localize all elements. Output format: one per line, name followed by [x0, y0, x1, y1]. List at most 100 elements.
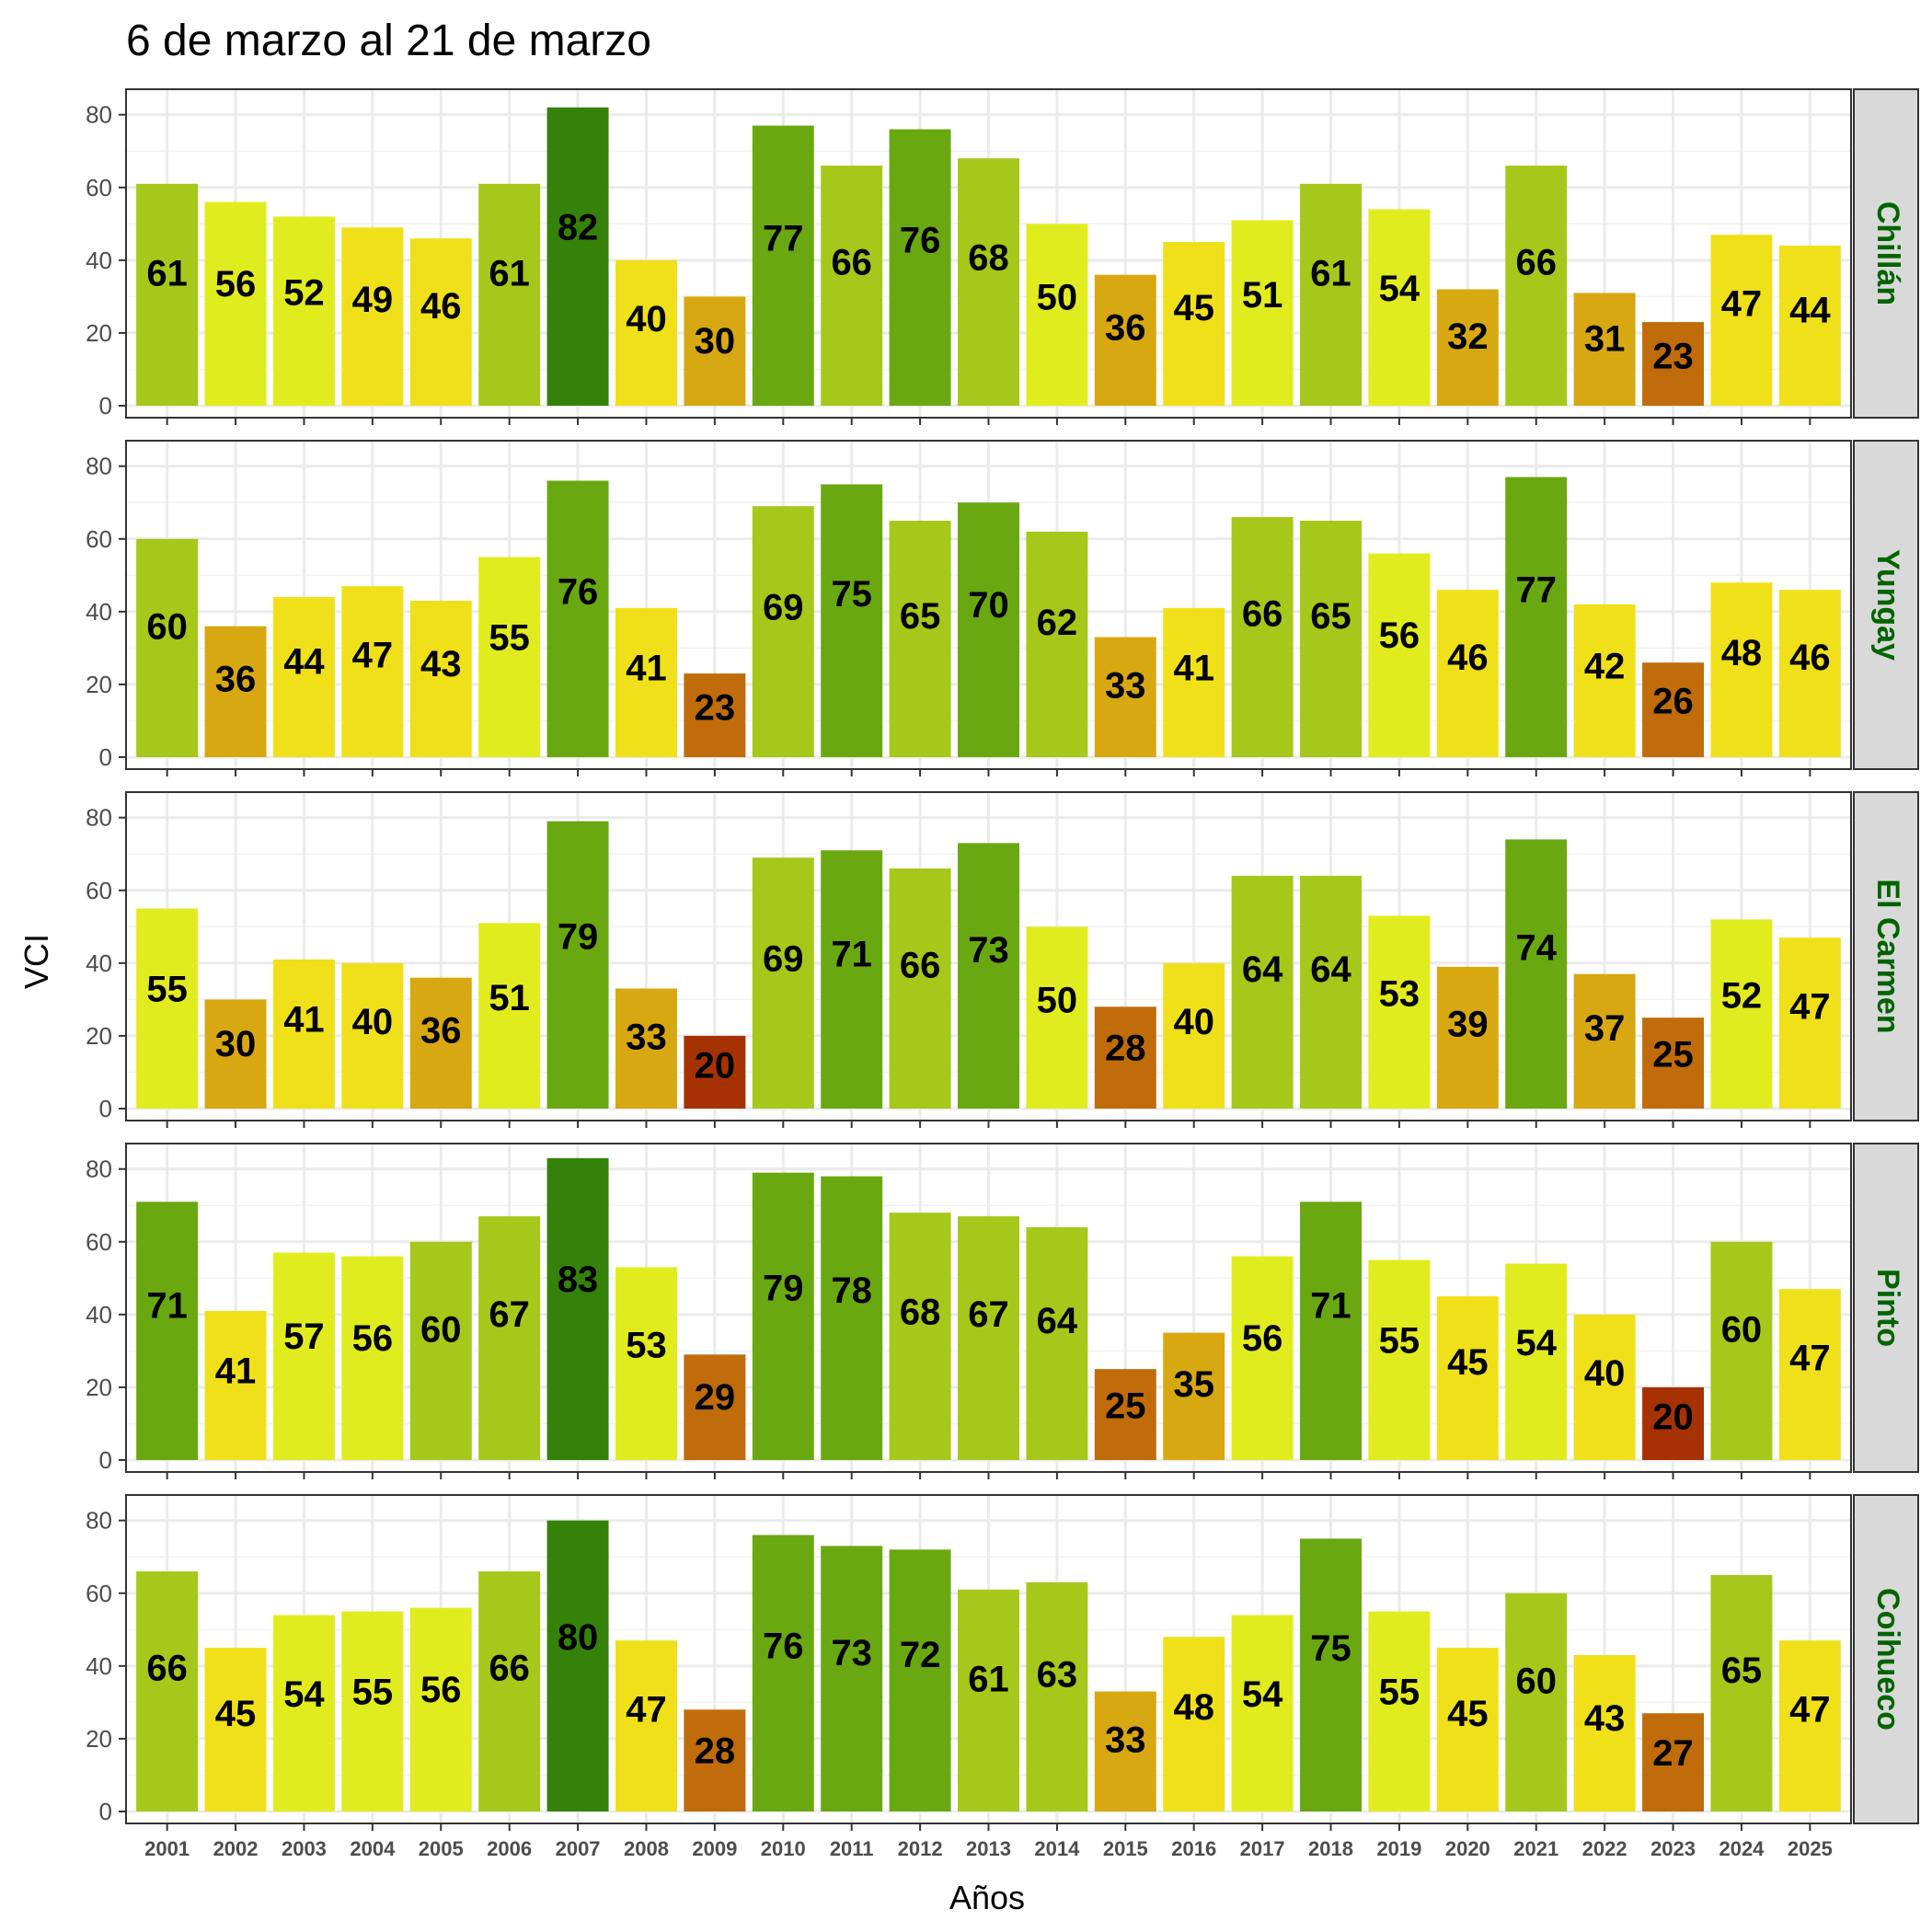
bar-yungay-2017 — [1231, 517, 1294, 757]
bar-label: 32 — [1447, 316, 1489, 357]
bar-label: 54 — [283, 1674, 325, 1715]
bar-label: 75 — [831, 574, 872, 615]
bar-coihueco-2013 — [958, 1589, 1019, 1811]
bar-label: 43 — [1584, 1698, 1626, 1739]
bar-chillan-2025 — [1778, 246, 1841, 406]
bar-chillan-2024 — [1710, 235, 1773, 406]
x-tick-label: 2004 — [350, 1837, 396, 1860]
bar-label: 75 — [1310, 1628, 1351, 1669]
y-tick-label: 60 — [86, 877, 112, 904]
bar-label: 68 — [968, 238, 1009, 279]
bar-label: 50 — [1037, 277, 1078, 317]
bar-coihueco-2010 — [752, 1535, 814, 1811]
bar-yungay-2010 — [752, 506, 814, 757]
bar-label: 54 — [1242, 1674, 1283, 1715]
bar-pinto-2011 — [821, 1176, 883, 1460]
bar-el-carmen-2022 — [1573, 973, 1636, 1109]
bar-label: 52 — [1721, 976, 1763, 1017]
y-tick-label: 20 — [86, 1374, 112, 1401]
x-tick-label: 2011 — [830, 1837, 874, 1860]
bar-label: 76 — [763, 1627, 804, 1667]
bar-label: 69 — [763, 587, 804, 627]
bar-el-carmen-2008 — [615, 988, 677, 1109]
bar-label: 33 — [1105, 1720, 1146, 1761]
bar-label: 31 — [1584, 318, 1626, 359]
bar-label: 82 — [558, 207, 599, 247]
bar-pinto-2001 — [136, 1202, 199, 1460]
bar-coihueco-2022 — [1573, 1654, 1636, 1811]
bar-label: 20 — [695, 1046, 736, 1087]
bar-el-carmen-2011 — [821, 850, 883, 1109]
bar-label: 35 — [1173, 1364, 1214, 1405]
bar-label: 45 — [215, 1694, 257, 1734]
bar-label: 74 — [1515, 927, 1557, 968]
bar-label: 53 — [1379, 973, 1420, 1014]
bar-label: 66 — [900, 945, 941, 985]
bar-coihueco-2001 — [136, 1571, 199, 1811]
bar-chillan-2005 — [409, 238, 472, 406]
bar-label: 56 — [1242, 1318, 1283, 1359]
bar-label: 71 — [1310, 1286, 1351, 1327]
bar-coihueco-2002 — [204, 1648, 267, 1811]
bar-chillan-2009 — [684, 296, 746, 406]
bar-chillan-2010 — [752, 125, 814, 407]
bar-label: 28 — [1105, 1029, 1146, 1069]
bar-chillan-2012 — [889, 129, 951, 406]
bar-label: 61 — [1310, 253, 1351, 293]
bar-label: 71 — [831, 935, 872, 975]
bar-el-carmen-2012 — [889, 868, 951, 1109]
bar-label: 79 — [763, 1269, 804, 1309]
bar-el-carmen-2005 — [409, 977, 472, 1109]
facet-strip — [1853, 440, 1919, 770]
x-tick-label: 2014 — [1034, 1837, 1080, 1860]
bar-chillan-2017 — [1231, 220, 1294, 406]
bar-yungay-2001 — [136, 538, 199, 757]
bar-chillan-2021 — [1505, 166, 1568, 406]
x-tick-label: 2006 — [487, 1837, 532, 1860]
bar-label: 60 — [146, 607, 188, 648]
bar-label: 33 — [1105, 666, 1146, 707]
bar-yungay-2007 — [546, 480, 609, 757]
bar-label: 51 — [489, 978, 530, 1018]
bar-pinto-2021 — [1505, 1263, 1568, 1460]
bar-pinto-2023 — [1642, 1386, 1705, 1460]
bar-label: 73 — [968, 930, 1009, 971]
bar-coihueco-2023 — [1642, 1713, 1705, 1811]
bar-label: 54 — [1515, 1323, 1557, 1363]
bar-yungay-2002 — [204, 626, 267, 757]
bar-label: 61 — [489, 253, 530, 293]
bar-el-carmen-2002 — [204, 999, 267, 1109]
bar-chillan-2022 — [1573, 293, 1636, 406]
bar-label: 47 — [626, 1689, 667, 1730]
bar-el-carmen-2013 — [958, 843, 1019, 1109]
bar-label: 66 — [146, 1648, 188, 1688]
bar-el-carmen-2017 — [1231, 875, 1294, 1109]
bar-el-carmen-2024 — [1710, 919, 1773, 1109]
bar-pinto-2005 — [409, 1241, 472, 1460]
bar-pinto-2014 — [1026, 1226, 1088, 1460]
x-tick-label: 2023 — [1650, 1837, 1696, 1860]
bar-label: 83 — [558, 1259, 599, 1300]
x-axis-ticks: 2001 2002 2003 2004 2005 2006 2007 2008 2009 2010… — [144, 1837, 1833, 1860]
bar-label: 60 — [420, 1310, 462, 1351]
bar-label: 49 — [352, 280, 394, 320]
bar-yungay-2022 — [1573, 604, 1636, 757]
bar-chillan-2015 — [1094, 274, 1156, 406]
bar-label: 26 — [1652, 681, 1694, 721]
bar-yungay-2020 — [1436, 590, 1499, 757]
bar-yungay-2004 — [341, 586, 404, 757]
x-tick-label: 2003 — [282, 1837, 327, 1860]
bar-label: 61 — [968, 1659, 1009, 1699]
y-tick-label: 20 — [86, 1022, 112, 1050]
bar-label: 67 — [489, 1294, 530, 1335]
bar-coihueco-2012 — [889, 1549, 951, 1811]
bar-label: 41 — [626, 649, 667, 689]
bar-label: 53 — [626, 1325, 667, 1365]
x-tick-label: 2015 — [1103, 1837, 1148, 1860]
bar-label: 23 — [1652, 336, 1694, 376]
x-tick-label: 2019 — [1376, 1837, 1421, 1860]
bar-label: 80 — [558, 1617, 599, 1658]
bar-label: 23 — [695, 687, 736, 728]
bar-el-carmen-2025 — [1778, 937, 1841, 1109]
bar-chillan-2019 — [1368, 209, 1431, 406]
